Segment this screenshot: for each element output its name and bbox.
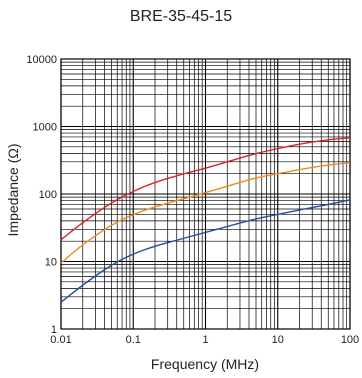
series-line-2 (60, 162, 351, 264)
x-tick-label: 1 (202, 334, 208, 346)
y-tick-label: 10000 (26, 54, 57, 66)
tick-labels: 0.01 0.1 1 10 100 1 10 100 1000 10000 (26, 54, 359, 346)
x-tick-label: 0.01 (50, 334, 71, 346)
series-line-3 (60, 199, 351, 303)
chart-title: BRE-35-45-15 (129, 8, 233, 25)
x-axis-label: Frequency (MHz) (151, 356, 259, 372)
grid (60, 58, 351, 330)
x-tick-label: 100 (341, 334, 359, 346)
series-layer (60, 137, 351, 303)
series-line-1 (60, 137, 351, 241)
x-tick-label: 10 (272, 334, 284, 346)
y-tick-label: 10 (45, 257, 57, 269)
y-tick-label: 1 (51, 324, 57, 336)
x-tick-label: 0.1 (126, 334, 141, 346)
plot-frame (60, 58, 351, 330)
y-tick-label: 100 (39, 189, 57, 201)
y-axis-label: Impedance (Ω) (5, 144, 21, 237)
y-tick-label: 1000 (33, 122, 57, 134)
